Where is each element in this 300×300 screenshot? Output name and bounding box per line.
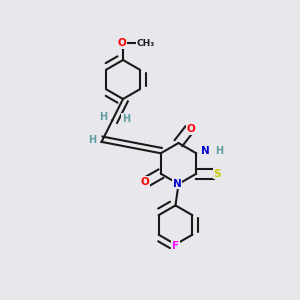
Text: H: H [122,114,130,124]
Text: S: S [213,169,220,179]
Text: CH₃: CH₃ [137,39,155,48]
Text: O: O [117,38,126,48]
Text: N: N [172,179,182,189]
Text: F: F [172,241,179,251]
Text: H: H [88,135,97,146]
Text: H: H [215,146,223,156]
Text: O: O [186,124,195,134]
Text: O: O [140,176,149,187]
Text: H: H [99,112,107,122]
Text: N: N [202,146,210,156]
